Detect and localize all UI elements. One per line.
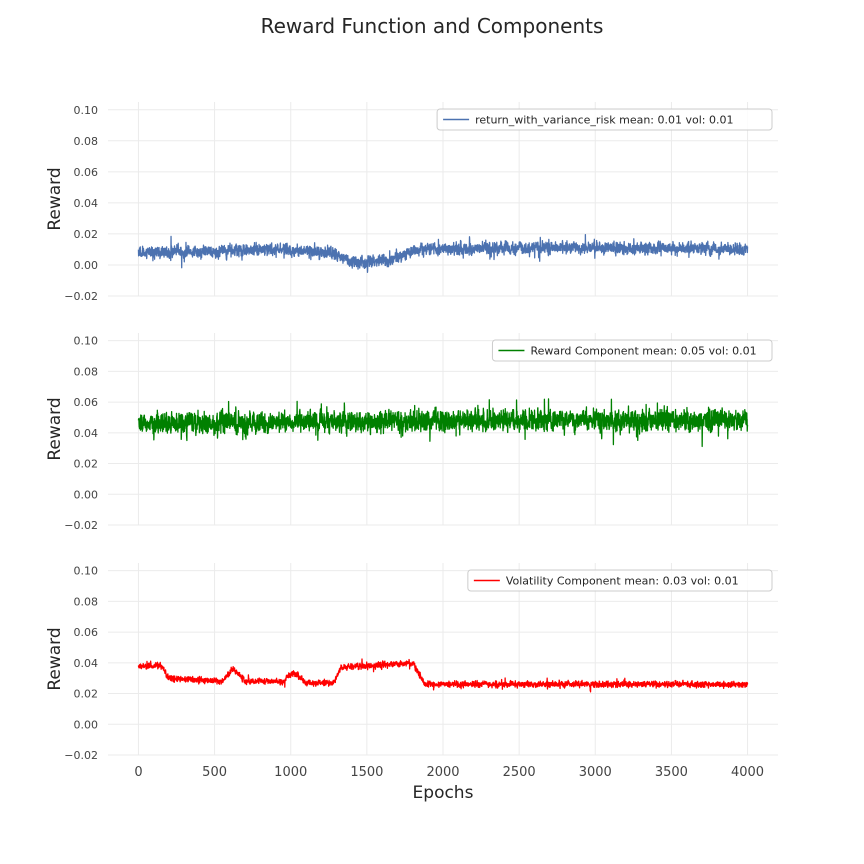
subplot-2: 0.10 0.08 0.06 0.04 0.02 0.00 −0.02 Reward Rewar… — [45, 333, 778, 532]
series-line — [137, 234, 749, 273]
legend-box — [491, 339, 773, 362]
y-axis-label: Reward — [45, 627, 65, 690]
y-tick-label: 0.08 — [74, 365, 99, 378]
y-tick-label: 0.06 — [74, 166, 99, 179]
y-axis-label: Reward — [45, 167, 65, 230]
x-tick-label: 0 — [134, 765, 142, 780]
y-tick-label: −0.02 — [64, 749, 98, 762]
y-axis-label: Reward — [45, 397, 65, 460]
y-tick-label: 0.00 — [74, 259, 99, 272]
y-tick-label: 0.02 — [74, 688, 99, 701]
x-tick-label: 2500 — [503, 765, 536, 780]
y-tick-label: 0.06 — [74, 396, 99, 409]
x-tick-label: 2000 — [426, 765, 459, 780]
y-tick-label: 0.02 — [74, 228, 99, 241]
y-tick-label: 0.10 — [74, 104, 99, 117]
legend-box — [436, 108, 773, 131]
figure-title: Reward Function and Components — [261, 14, 604, 38]
x-tick-label: 3000 — [579, 765, 612, 780]
legend-label: return_with_variance_risk mean: 0.01 vol… — [475, 114, 733, 127]
x-tick-label: 3500 — [655, 765, 688, 780]
subplot-1: 0.10 0.08 0.06 0.04 0.02 0.00 −0.02 Reward retur… — [45, 102, 778, 303]
x-tick-label: 1000 — [274, 765, 307, 780]
y-tick-label: 0.04 — [74, 427, 99, 440]
y-tick-label: −0.02 — [64, 519, 98, 532]
legend-label: Reward Component mean: 0.05 vol: 0.01 — [530, 345, 756, 358]
y-tick-label: 0.06 — [74, 626, 99, 639]
y-tick-label: 0.04 — [74, 197, 99, 210]
subplot-3: 0.10 0.08 0.06 0.04 0.02 0.00 −0.02 Reward 0 500 1… — [45, 563, 778, 803]
legend-label: Volatility Component mean: 0.03 vol: 0.0… — [506, 575, 739, 588]
x-tick-label: 500 — [202, 765, 227, 780]
y-tick-label: 0.02 — [74, 458, 99, 471]
y-tick-label: 0.08 — [74, 135, 99, 148]
chart-panels: 0.10 0.08 0.06 0.04 0.02 0.00 −0.02 Reward retur… — [45, 102, 778, 803]
y-tick-label: 0.10 — [74, 335, 99, 348]
x-tick-label: 1500 — [350, 765, 383, 780]
y-tick-label: 0.04 — [74, 657, 99, 670]
y-tick-label: 0.00 — [74, 718, 99, 731]
y-tick-label: 0.08 — [74, 595, 99, 608]
series-line — [137, 398, 749, 448]
x-tick-label: 4000 — [731, 765, 764, 780]
series-line — [137, 658, 749, 693]
x-axis-label: Epochs — [413, 783, 474, 803]
y-tick-label: 0.00 — [74, 488, 99, 501]
y-tick-label: 0.10 — [74, 565, 99, 578]
y-tick-label: −0.02 — [64, 290, 98, 303]
legend-box — [467, 569, 773, 592]
